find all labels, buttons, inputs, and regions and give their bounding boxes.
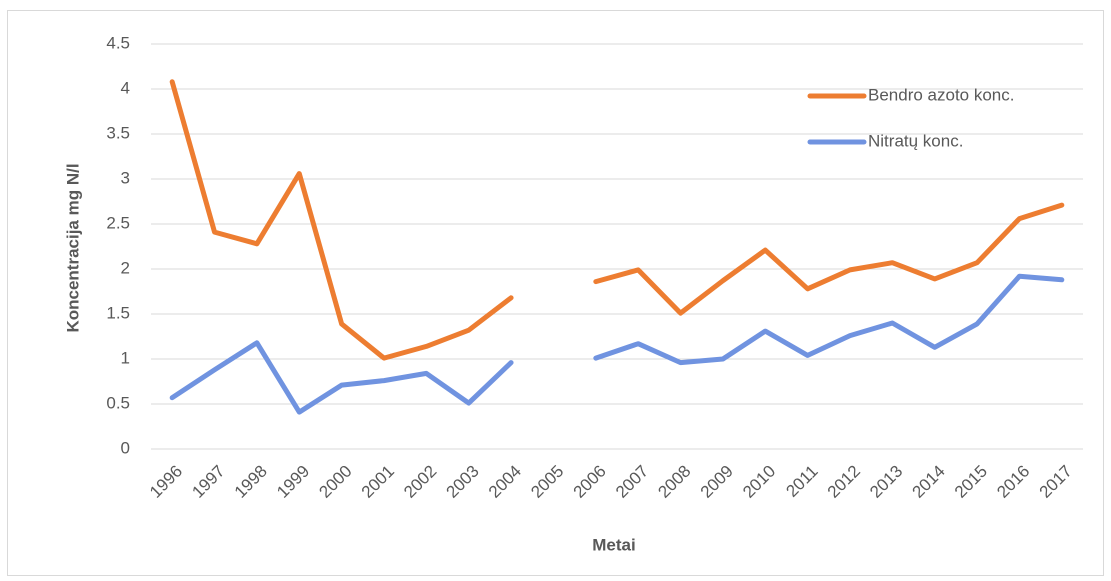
y-tick-label: 2.5 [106, 213, 130, 232]
y-tick-label: 3.5 [106, 123, 130, 142]
y-tick-label: 1.5 [106, 303, 130, 322]
y-tick-label: 0 [121, 438, 130, 457]
y-tick-label: 2 [121, 258, 130, 277]
legend-label: Nitratų konc. [868, 131, 963, 150]
chart-border [7, 10, 1104, 576]
y-tick-label: 1 [121, 348, 130, 367]
series-line [169, 79, 1065, 361]
series-line [169, 273, 1065, 415]
x-axis-title: Metai [592, 535, 635, 554]
y-tick-label: 3 [121, 168, 130, 187]
y-tick-label: 0.5 [106, 393, 130, 412]
y-tick-label: 4.5 [106, 33, 130, 52]
y-axis-title: Koncentracija mg N/l [63, 163, 82, 332]
y-tick-label: 4 [121, 78, 130, 97]
legend-label: Bendro azoto konc. [868, 85, 1014, 104]
